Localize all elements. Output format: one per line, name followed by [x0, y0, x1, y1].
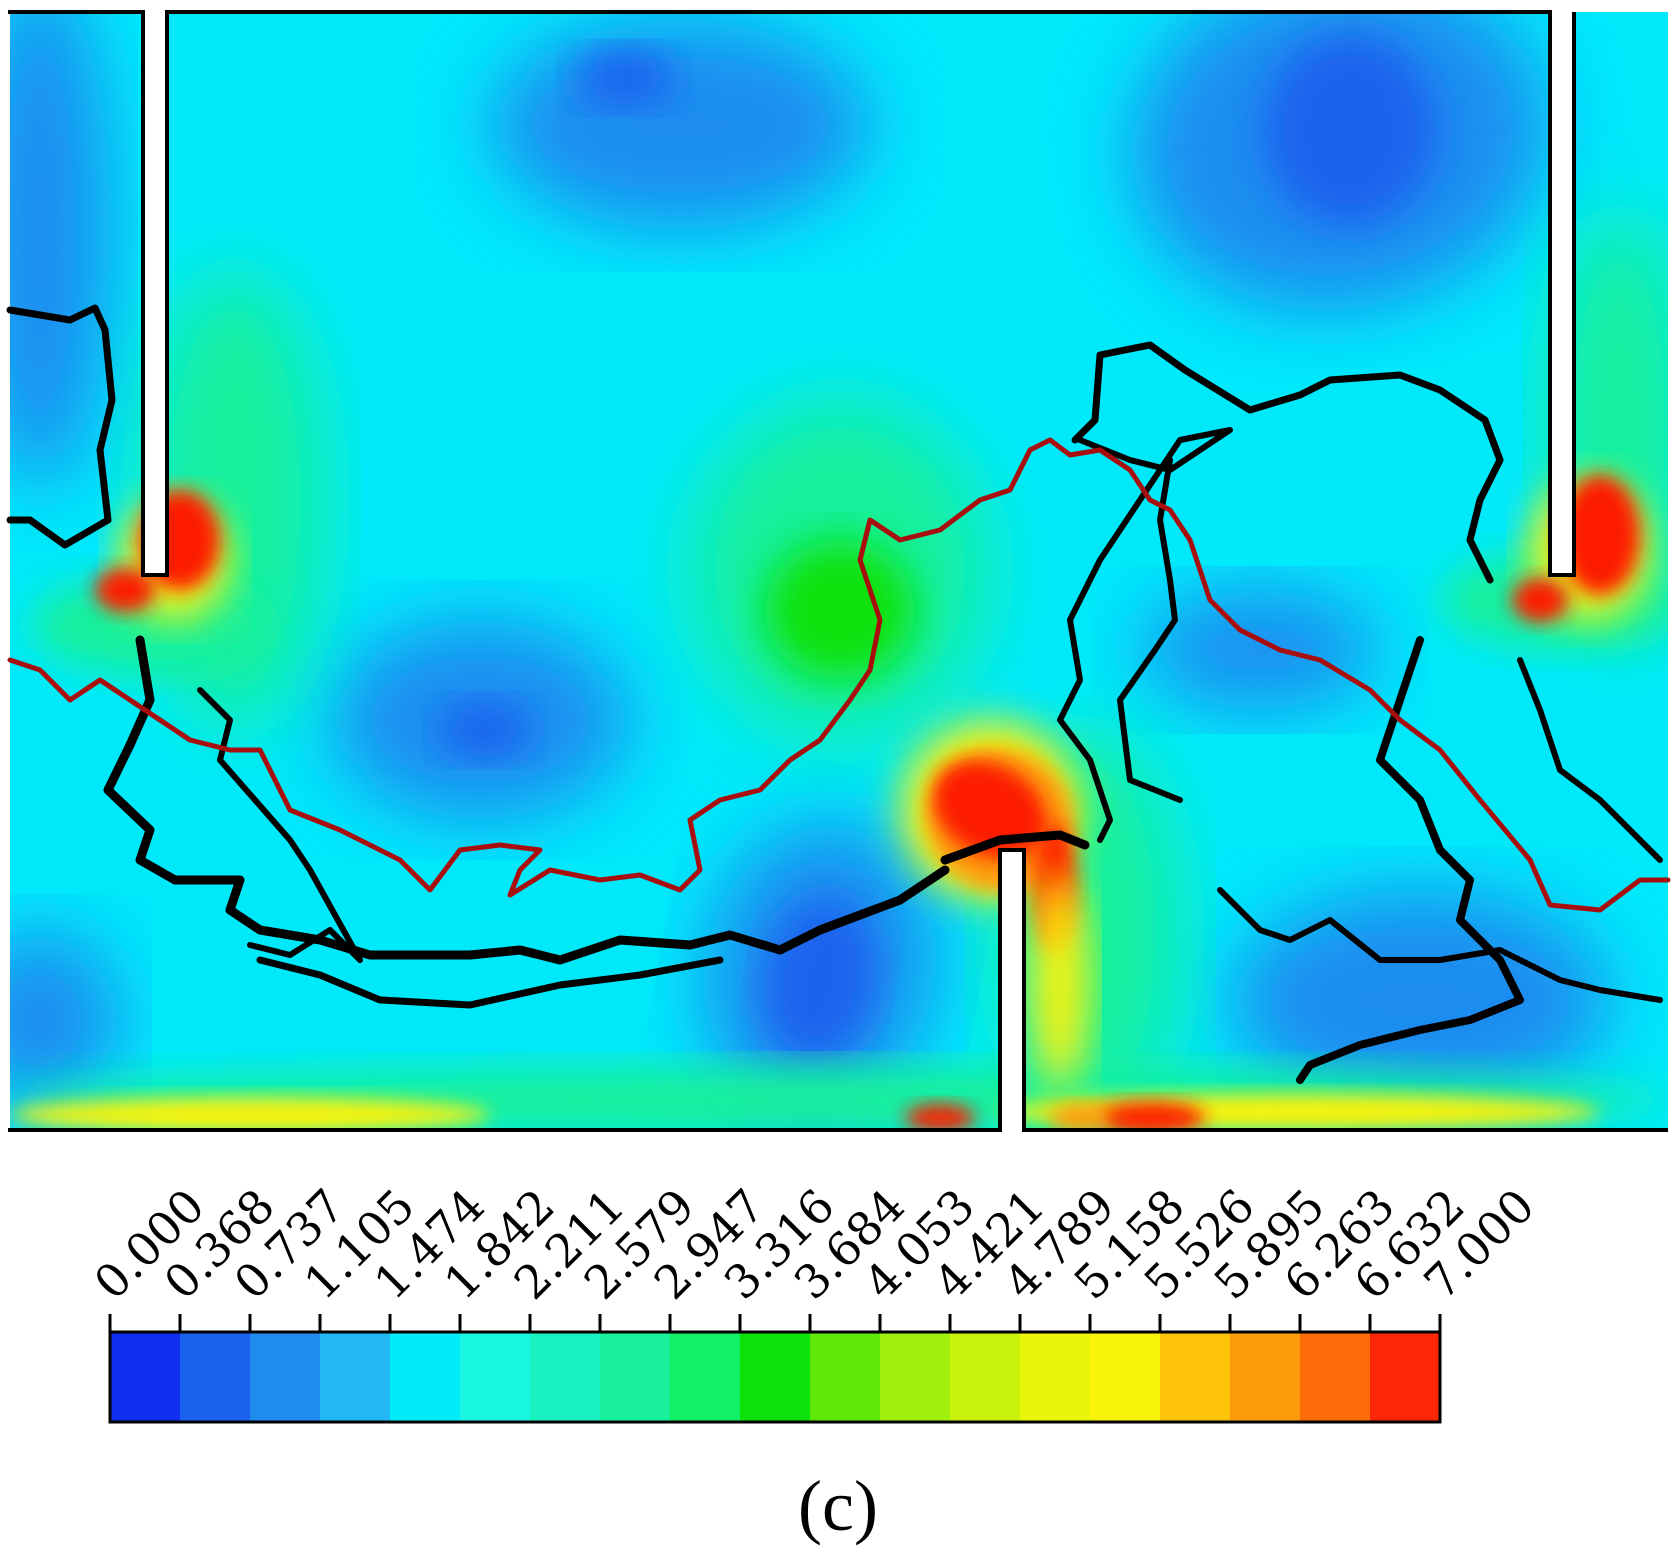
region-high-left-tip-b: [95, 568, 155, 612]
region-very-low-mid-left: [440, 702, 530, 758]
region-high-bottom-spot-a: [905, 1104, 975, 1130]
region-high-bottom-spot-b: [1095, 1102, 1205, 1130]
trajectory-right-edge: [1517, 657, 1663, 863]
trajectory-right-wide: [1117, 457, 1183, 803]
trajectory-upper-right: [1071, 341, 1504, 584]
region-yellow-bottom-left: [10, 1097, 490, 1130]
trajectory-left-loop: [6, 304, 116, 549]
color-scale-segment: [880, 1332, 951, 1422]
color-scale-ticks: [108, 1314, 1442, 1332]
trajectory-left-mid: [197, 687, 363, 963]
region-low-left-edge: [10, 12, 110, 490]
baffle-walls: [8, 0, 1668, 1142]
color-scale-segment: [1020, 1332, 1091, 1422]
color-scale-frame: [108, 1330, 1442, 1424]
trajectory-red: [7, 437, 1671, 913]
color-scale-segment: [390, 1332, 461, 1422]
color-scale-segment: [740, 1332, 811, 1422]
trajectory-right-lower: [1296, 636, 1524, 1084]
color-scale-segment: [250, 1332, 321, 1422]
trajectory-right-inner: [1057, 427, 1233, 843]
trajectory-center-right: [940, 830, 1090, 865]
color-scale-segment: [950, 1332, 1021, 1422]
region-low-bottom-left: [10, 930, 120, 1110]
panel-label: (c): [798, 1466, 878, 1546]
trajectory-left-bottom: [256, 956, 724, 1009]
color-scale-segment: [460, 1332, 531, 1422]
baffle-left: [141, 8, 169, 577]
color-scale-segment: [1230, 1332, 1301, 1422]
region-yellow-right-of-baffle: [1030, 870, 1090, 1090]
region-low-top-center: [490, 20, 870, 230]
color-scale-segment: [180, 1332, 251, 1422]
velocity-contour-field: [10, 12, 1668, 1130]
bottom-gap: [997, 1128, 1027, 1142]
color-scale-segment: [810, 1332, 881, 1422]
color-scale-segment: [1300, 1332, 1371, 1422]
color-scale-segment: [1090, 1332, 1161, 1422]
color-scale-segment: [1160, 1332, 1231, 1422]
color-scale-tick-labels: 0.0000.3680.7371.1051.4741.8422.2112.579…: [84, 1178, 1545, 1309]
color-scale-segment: [110, 1332, 181, 1422]
color-scale-segment: [530, 1332, 601, 1422]
top-gap-right: [1547, 0, 1577, 12]
trajectory-left-drop: [103, 635, 950, 965]
baffle-right: [1548, 8, 1576, 577]
region-high-right-tip-b: [1512, 578, 1568, 622]
region-low-right-mid: [1140, 590, 1380, 710]
region-green-center: [765, 540, 915, 680]
color-scale-legend: 0.0000.3680.7371.1051.4741.8422.2112.579…: [84, 1178, 1545, 1424]
baffle-bottom: [998, 848, 1026, 1137]
color-scale-segment: [600, 1332, 671, 1422]
color-scale-segment: [1370, 1332, 1441, 1422]
color-scale-segment: [320, 1332, 391, 1422]
region-orange-bottom-spot-c: [1050, 1104, 1110, 1130]
color-scale-segments: [110, 1332, 1441, 1422]
region-very-low-top-center: [575, 50, 675, 106]
trajectory-right-low-b: [1217, 887, 1663, 1003]
color-scale-segment: [670, 1332, 741, 1422]
region-high-right-tip: [1560, 475, 1640, 595]
particle-trajectories: [6, 304, 1671, 1084]
region-very-low-top-right: [1265, 35, 1435, 225]
top-gap-left: [140, 0, 170, 12]
contour-regions: [10, 12, 1668, 1130]
